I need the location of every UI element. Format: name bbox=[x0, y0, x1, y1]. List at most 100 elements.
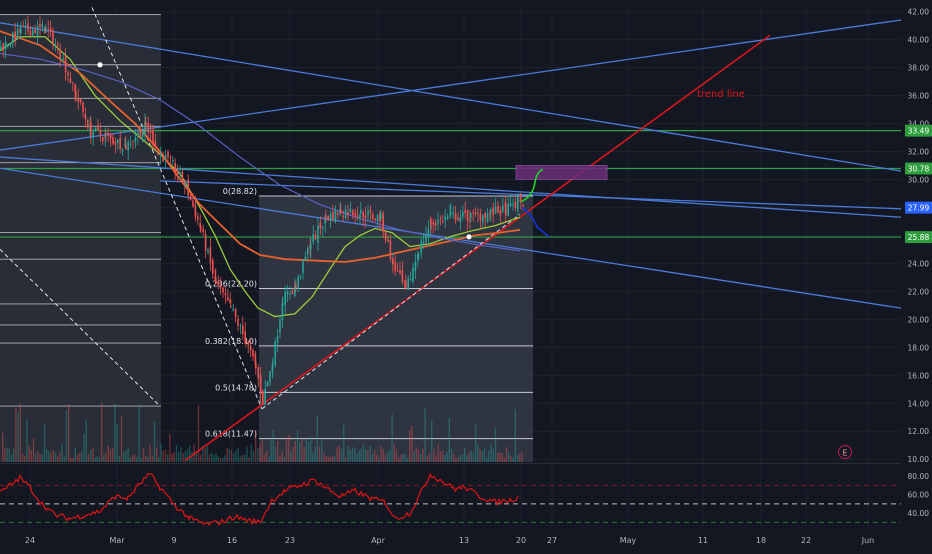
x-tick-label: 18 bbox=[756, 536, 766, 545]
candle-body bbox=[304, 257, 307, 260]
rsi-tick-label: 40.00 bbox=[908, 509, 930, 518]
volume-bar bbox=[153, 421, 156, 462]
volume-bar bbox=[239, 456, 241, 462]
volume-bar bbox=[263, 454, 266, 462]
volume-bar bbox=[358, 450, 360, 462]
candle-body bbox=[449, 213, 451, 215]
candle-body bbox=[147, 122, 149, 133]
candle-body bbox=[427, 229, 430, 238]
volume-bar bbox=[59, 452, 61, 462]
x-tick-label: 24 bbox=[25, 536, 35, 545]
fib-label: 0.382(18.10) bbox=[205, 337, 257, 346]
volume-bar bbox=[488, 450, 490, 462]
candle-body bbox=[384, 231, 387, 240]
volume-bar bbox=[241, 454, 244, 462]
candle-body bbox=[79, 98, 82, 103]
volume-bar bbox=[235, 450, 237, 462]
volume-bar bbox=[472, 452, 475, 462]
candle-body bbox=[297, 276, 299, 290]
candle-body bbox=[360, 209, 362, 214]
candle-body bbox=[167, 151, 169, 158]
x-tick-label: Apr bbox=[371, 536, 386, 545]
fib-label: 0.5(14.78) bbox=[215, 383, 257, 392]
annotations: trend line E bbox=[97, 62, 852, 459]
volume-bar bbox=[268, 456, 270, 462]
channel-line-upper bbox=[0, 22, 902, 172]
volume-bar bbox=[404, 453, 406, 462]
candle-body bbox=[239, 325, 242, 327]
candle-body bbox=[295, 283, 297, 288]
dashed-decline bbox=[91, 7, 263, 410]
candle-body bbox=[29, 31, 32, 36]
volume-bar bbox=[103, 454, 105, 462]
volume-bar bbox=[17, 411, 19, 462]
volume-bar bbox=[325, 455, 327, 462]
y-tick-label: 30.00 bbox=[908, 175, 930, 184]
candle-body bbox=[382, 213, 384, 232]
volume-bar bbox=[83, 433, 85, 462]
volume-bar bbox=[182, 453, 184, 462]
volume-bar bbox=[200, 454, 202, 462]
candle-body bbox=[472, 212, 474, 214]
candle-body bbox=[107, 133, 109, 136]
volume-bar bbox=[202, 445, 204, 462]
volume-bar bbox=[10, 454, 13, 462]
y-tick-label: 22.00 bbox=[908, 287, 930, 296]
volume-bar bbox=[395, 449, 398, 462]
candle-body bbox=[512, 203, 514, 205]
candle-body bbox=[452, 212, 454, 215]
candle-body bbox=[329, 213, 332, 222]
volume-bar bbox=[120, 415, 123, 462]
volume-bar bbox=[112, 447, 114, 462]
volume-bar bbox=[35, 453, 37, 462]
volume-bar bbox=[340, 449, 343, 462]
candle-body bbox=[125, 145, 127, 150]
ma-orange bbox=[0, 30, 521, 263]
candle-body bbox=[302, 260, 304, 274]
candle-body bbox=[249, 345, 252, 351]
volume-bar bbox=[307, 441, 310, 462]
volume-bar bbox=[39, 454, 41, 462]
candle-body bbox=[157, 147, 159, 150]
candle-body bbox=[84, 113, 87, 120]
volume-bar bbox=[494, 428, 497, 462]
volume-bar bbox=[431, 420, 433, 462]
candle-body bbox=[112, 136, 114, 144]
candle-body bbox=[244, 331, 246, 344]
volume-bar bbox=[24, 455, 26, 462]
trend-line-label: trend line bbox=[697, 89, 745, 100]
volume-bar bbox=[211, 452, 213, 462]
candle-body bbox=[430, 218, 432, 226]
volume-bar bbox=[123, 451, 125, 462]
volume-bar bbox=[455, 457, 457, 462]
volume-bar bbox=[437, 444, 439, 462]
volume-bar bbox=[519, 454, 521, 462]
volume-bar bbox=[107, 445, 109, 462]
candle-body bbox=[477, 212, 479, 214]
volume-bar bbox=[255, 429, 257, 462]
candle-body bbox=[394, 261, 396, 271]
volume-bar bbox=[400, 454, 402, 462]
candle-body bbox=[266, 381, 269, 387]
y-tick-label: 10.00 bbox=[908, 455, 930, 464]
candle-body bbox=[14, 31, 16, 41]
candle-body bbox=[245, 340, 247, 342]
price-tag-label: 30.78 bbox=[908, 165, 930, 174]
volume-bar bbox=[228, 449, 230, 462]
volume-bar bbox=[481, 451, 483, 462]
volume-bar bbox=[310, 436, 312, 462]
x-tick-label: May bbox=[620, 536, 637, 545]
candle-body bbox=[254, 353, 257, 365]
candle-body bbox=[82, 102, 84, 112]
candle-body bbox=[364, 215, 367, 219]
volume-bar bbox=[356, 453, 358, 462]
candle-body bbox=[67, 72, 69, 76]
candle-body bbox=[215, 277, 217, 284]
volume-bar bbox=[48, 450, 50, 462]
y-tick-label: 38.00 bbox=[908, 64, 930, 73]
y-tick-label: 42.00 bbox=[908, 8, 930, 17]
volume-bar bbox=[217, 456, 219, 462]
volume-bar bbox=[92, 448, 94, 462]
